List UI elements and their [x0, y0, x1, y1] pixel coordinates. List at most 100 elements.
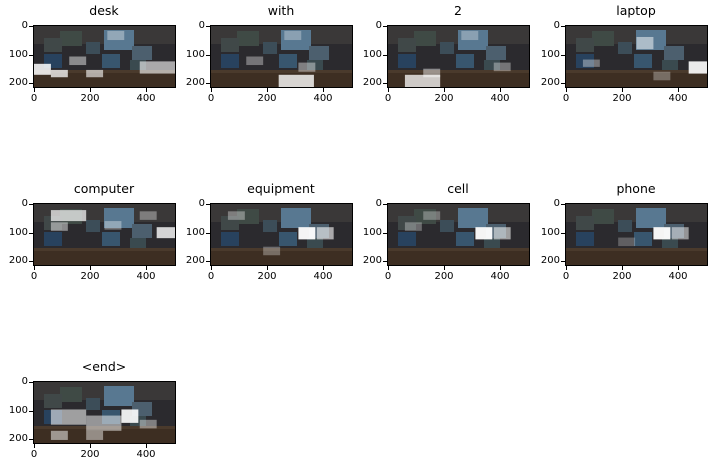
x-tick-mark [34, 266, 35, 270]
attention-image [33, 203, 176, 266]
y-tick-label: 100 [185, 227, 205, 238]
attention-panel: with 0 100 200 0 200 400 [177, 3, 353, 113]
attention-panel: 2 0 100 200 0 200 400 [354, 3, 530, 113]
attention-panel: computer 0 100 200 0 200 400 [0, 181, 176, 291]
x-tick-mark [678, 88, 679, 92]
x-tick-label: 400 [313, 271, 333, 282]
x-tick-mark [211, 88, 212, 92]
x-tick-label: 400 [668, 93, 688, 104]
y-tick-mark [29, 439, 33, 440]
panel-title: equipment [247, 181, 315, 196]
panel-title: phone [616, 181, 656, 196]
x-tick-label: 0 [384, 271, 392, 282]
attention-highlight [284, 30, 302, 41]
panel-title: cell [447, 181, 469, 196]
x-tick-mark [267, 88, 268, 92]
y-tick-label: 0 [21, 198, 28, 209]
attention-highlight [263, 246, 281, 256]
x-tick-label: 200 [612, 271, 632, 282]
x-tick-mark [146, 444, 147, 448]
y-tick-mark [29, 26, 33, 27]
y-tick-label: 100 [540, 227, 560, 238]
y-tick-mark [383, 204, 387, 205]
attention-image [387, 203, 530, 266]
y-tick-label: 0 [21, 20, 28, 31]
y-tick-mark [561, 261, 565, 262]
attention-highlight [50, 409, 87, 425]
attention-highlight [461, 30, 479, 41]
y-tick-mark [206, 83, 210, 84]
attention-highlight [104, 221, 122, 230]
y-tick-label: 200 [8, 77, 28, 88]
attention-image [565, 203, 708, 266]
attention-highlight [423, 68, 441, 78]
attention-highlight [139, 419, 157, 429]
y-tick-label: 100 [8, 49, 28, 60]
attention-highlight [50, 222, 68, 231]
x-tick-mark [566, 88, 567, 92]
y-tick-mark [561, 83, 565, 84]
x-tick-mark [146, 266, 147, 270]
attention-highlight [278, 74, 314, 87]
x-tick-mark [146, 88, 147, 92]
panel-title: <end> [81, 359, 127, 374]
panel-title: with [267, 3, 295, 18]
attention-panel: equipment 0 100 200 0 200 400 [177, 181, 353, 291]
x-tick-mark [566, 266, 567, 270]
y-tick-label: 200 [185, 77, 205, 88]
attention-highlight [246, 56, 264, 66]
attention-highlight [404, 222, 422, 231]
x-tick-mark [500, 88, 501, 92]
attention-highlight [107, 30, 125, 41]
attention-highlight [582, 59, 600, 67]
y-tick-label: 100 [8, 405, 28, 416]
y-tick-mark [383, 233, 387, 234]
y-tick-label: 100 [540, 49, 560, 60]
x-tick-label: 200 [434, 93, 454, 104]
y-tick-mark [561, 55, 565, 56]
y-tick-mark [561, 204, 565, 205]
y-tick-mark [383, 83, 387, 84]
attention-highlight [86, 69, 104, 78]
x-tick-mark [500, 266, 501, 270]
x-tick-label: 400 [313, 93, 333, 104]
y-tick-mark [29, 55, 33, 56]
x-tick-mark [323, 266, 324, 270]
x-tick-mark [388, 88, 389, 92]
y-tick-label: 0 [553, 20, 560, 31]
y-tick-mark [29, 382, 33, 383]
x-tick-mark [34, 88, 35, 92]
y-tick-label: 200 [540, 255, 560, 266]
x-tick-label: 200 [612, 93, 632, 104]
x-tick-label: 0 [562, 271, 570, 282]
y-tick-mark [29, 233, 33, 234]
y-tick-mark [561, 26, 565, 27]
x-tick-mark [90, 88, 91, 92]
panel-title: computer [73, 181, 135, 196]
attention-highlight [493, 62, 511, 72]
x-tick-mark [34, 444, 35, 448]
y-tick-mark [29, 83, 33, 84]
attention-highlight [139, 61, 175, 74]
x-tick-mark [388, 266, 389, 270]
y-tick-mark [206, 55, 210, 56]
y-tick-mark [561, 233, 565, 234]
y-tick-label: 0 [375, 20, 382, 31]
y-tick-label: 0 [198, 198, 205, 209]
x-tick-label: 0 [384, 93, 392, 104]
x-tick-mark [90, 444, 91, 448]
attention-highlight [50, 430, 68, 440]
y-tick-label: 0 [375, 198, 382, 209]
y-tick-label: 100 [362, 49, 382, 60]
panel-title: laptop [616, 3, 656, 18]
y-tick-label: 0 [553, 198, 560, 209]
attention-highlight [50, 210, 87, 222]
y-tick-label: 200 [362, 255, 382, 266]
x-tick-label: 400 [668, 271, 688, 282]
x-tick-label: 200 [257, 271, 277, 282]
y-tick-label: 100 [185, 49, 205, 60]
y-tick-label: 200 [185, 255, 205, 266]
attention-highlight [316, 227, 334, 240]
attention-highlight [69, 56, 87, 66]
x-tick-label: 0 [30, 93, 38, 104]
